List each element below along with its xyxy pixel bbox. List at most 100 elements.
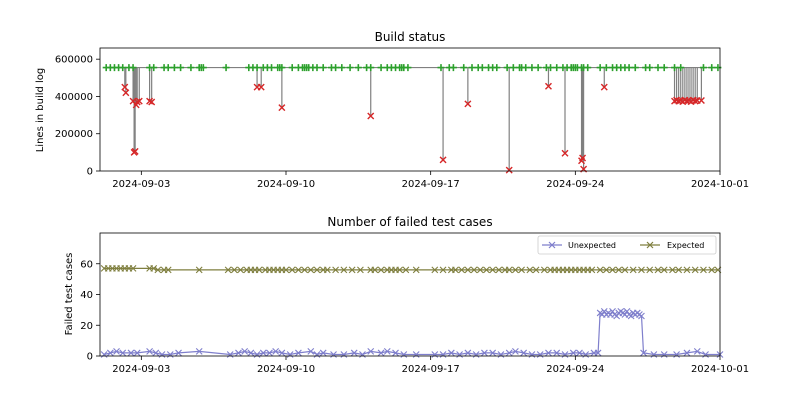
y-tick-label-1: 200000 bbox=[55, 129, 93, 140]
y-tick-label-2: 400000 bbox=[55, 92, 93, 103]
build-status-ylabel: Lines in build log bbox=[35, 68, 46, 153]
unexpected-point-22 bbox=[295, 349, 302, 357]
expected-point-78 bbox=[609, 266, 616, 274]
x-tick-label-0: 2024-09-03 bbox=[112, 179, 170, 190]
fail-marker-17 bbox=[544, 82, 552, 90]
unexpected-point-81 bbox=[660, 351, 668, 358]
expected-point-7 bbox=[129, 264, 137, 272]
pass-marker-93 bbox=[677, 64, 685, 72]
expected-point-13 bbox=[195, 266, 203, 274]
failed-tests-title: Number of failed test cases bbox=[327, 215, 492, 229]
x-tick-label-4: 2024-10-01 bbox=[691, 179, 749, 190]
expected-point-62 bbox=[526, 266, 534, 274]
pass-marker-4 bbox=[119, 64, 127, 72]
unexpected-point-2 bbox=[113, 347, 120, 355]
pass-marker-23 bbox=[268, 64, 276, 72]
unexpected-point-60 bbox=[600, 308, 608, 315]
unexpected-point-4 bbox=[127, 349, 135, 357]
pass-marker-42 bbox=[367, 64, 375, 72]
unexpected-point-21 bbox=[286, 351, 294, 358]
unexpected-point-37 bbox=[439, 351, 447, 358]
unexpected-point-25 bbox=[319, 349, 327, 357]
expected-point-59 bbox=[505, 266, 513, 274]
expected-point-84 bbox=[654, 266, 662, 274]
expected-point-31 bbox=[313, 266, 321, 274]
expected-point-26 bbox=[282, 266, 290, 274]
unexpected-point-30 bbox=[367, 347, 375, 355]
expected-point-76 bbox=[596, 266, 604, 274]
fail-marker-11 bbox=[257, 83, 265, 91]
unexpected-point-23 bbox=[307, 347, 315, 355]
unexpected-point-40 bbox=[464, 349, 472, 357]
fail-marker-9 bbox=[148, 98, 156, 106]
pass-marker-12 bbox=[177, 64, 185, 72]
expected-point-51 bbox=[458, 266, 466, 274]
pass-marker-89 bbox=[646, 64, 654, 72]
expected-point-39 bbox=[371, 266, 379, 274]
pass-marker-37 bbox=[332, 64, 340, 72]
fail-marker-7 bbox=[135, 97, 143, 105]
unexpected-point-19 bbox=[272, 347, 280, 355]
unexpected-point-36 bbox=[431, 351, 439, 358]
fail-marker-0 bbox=[121, 83, 129, 91]
pass-marker-35 bbox=[319, 64, 327, 72]
expected-point-57 bbox=[495, 266, 503, 274]
y-tick-label-3: 60 bbox=[80, 259, 93, 270]
pass-marker-62 bbox=[509, 64, 517, 72]
fail-marker-22 bbox=[600, 83, 608, 91]
expected-point-55 bbox=[483, 266, 490, 274]
expected-point-34 bbox=[332, 266, 339, 274]
unexpected-point-84 bbox=[693, 347, 701, 355]
expected-point-82 bbox=[638, 266, 645, 274]
pass-marker-16 bbox=[199, 64, 207, 72]
fail-marker-8 bbox=[146, 97, 154, 105]
expected-point-86 bbox=[669, 266, 676, 274]
unexpected-point-39 bbox=[456, 351, 463, 358]
unexpected-point-31 bbox=[377, 349, 385, 357]
pass-marker-13 bbox=[187, 64, 195, 72]
y-tick-label-0: 0 bbox=[87, 352, 93, 363]
y-tick-label-3: 600000 bbox=[55, 55, 93, 66]
expected-point-91 bbox=[708, 266, 716, 274]
expected-point-61 bbox=[518, 266, 525, 274]
x-tick-label-2: 2024-09-17 bbox=[402, 179, 460, 190]
y-tick-label-1: 20 bbox=[80, 321, 93, 332]
unexpected-point-51 bbox=[553, 349, 561, 357]
x-tick-label-3: 2024-09-24 bbox=[546, 364, 604, 375]
pass-marker-40 bbox=[354, 64, 362, 72]
pass-marker-57 bbox=[478, 64, 486, 72]
expected-point-15 bbox=[230, 266, 238, 274]
legend-frame bbox=[537, 235, 717, 255]
unexpected-point-33 bbox=[392, 349, 399, 357]
pass-marker-43 bbox=[377, 64, 385, 72]
expected-point-30 bbox=[307, 266, 315, 274]
y-tick-label-0: 0 bbox=[87, 167, 93, 178]
expected-point-88 bbox=[683, 266, 691, 274]
fail-marker-14 bbox=[439, 156, 447, 164]
x-tick-label-1: 2024-09-10 bbox=[257, 364, 315, 375]
expected-point-45 bbox=[402, 266, 410, 274]
expected-point-36 bbox=[348, 266, 356, 274]
expected-point-12 bbox=[164, 266, 172, 274]
unexpected-point-49 bbox=[536, 351, 544, 358]
failed-tests-ylabel: Failed test cases bbox=[64, 253, 75, 336]
x-tick-label-3: 2024-09-24 bbox=[546, 179, 604, 190]
pass-marker-10 bbox=[164, 64, 172, 72]
pass-marker-8 bbox=[150, 64, 158, 72]
unexpected-point-32 bbox=[383, 347, 391, 355]
expected-point-37 bbox=[357, 266, 364, 274]
expected-point-52 bbox=[464, 266, 472, 274]
expected-point-16 bbox=[237, 266, 244, 274]
fail-marker-12 bbox=[278, 104, 286, 112]
expected-point-90 bbox=[700, 266, 707, 274]
pass-marker-20 bbox=[253, 64, 261, 72]
pass-marker-90 bbox=[654, 64, 662, 72]
pass-marker-65 bbox=[522, 64, 530, 72]
fail-marker-4 bbox=[131, 147, 139, 155]
unexpected-point-53 bbox=[569, 349, 577, 357]
unexpected-point-9 bbox=[166, 351, 174, 358]
pass-marker-17 bbox=[222, 64, 230, 72]
expected-point-64 bbox=[540, 266, 548, 274]
pass-marker-50 bbox=[404, 64, 412, 72]
